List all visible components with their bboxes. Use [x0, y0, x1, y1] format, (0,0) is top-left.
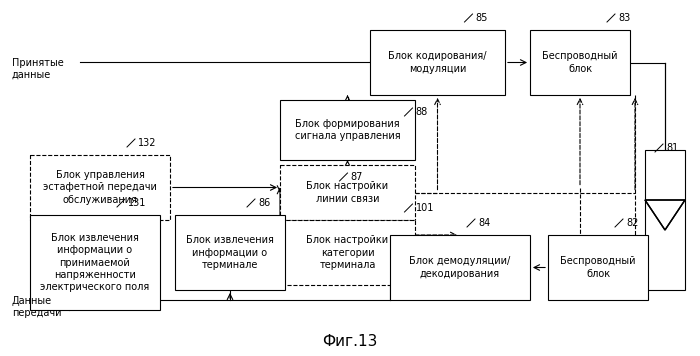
Bar	[175, 215, 285, 290]
Text: 81: 81	[666, 143, 678, 153]
Bar	[548, 235, 648, 300]
Text: Блок формирования
сигнала управления: Блок формирования сигнала управления	[295, 119, 400, 141]
Text: Блок управления
эстафетной передачи
обслуживания: Блок управления эстафетной передачи обсл…	[43, 170, 157, 205]
Text: 101: 101	[416, 203, 434, 213]
Text: 84: 84	[478, 218, 490, 228]
Text: 82: 82	[626, 218, 638, 228]
Text: Принятые
данные: Принятые данные	[12, 58, 64, 80]
Bar	[645, 150, 685, 290]
Text: 131: 131	[128, 198, 146, 208]
Bar	[280, 165, 415, 220]
Bar	[390, 235, 530, 300]
Text: 88: 88	[416, 107, 428, 117]
Text: 83: 83	[618, 13, 630, 23]
Text: Блок извлечения
информации о
терминале: Блок извлечения информации о терминале	[186, 235, 274, 270]
Bar	[370, 30, 505, 95]
Text: Блок демодуляции/
декодирования: Блок демодуляции/ декодирования	[410, 256, 510, 279]
Text: 132: 132	[138, 138, 157, 148]
Bar	[280, 220, 415, 285]
Text: Беспроводный
блок: Беспроводный блок	[560, 256, 636, 279]
Text: Блок извлечения
информации о
принимаемой
напряженности
электрического поля: Блок извлечения информации о принимаемой…	[41, 233, 150, 292]
Text: Данные
передачи: Данные передачи	[12, 296, 62, 318]
Text: 87: 87	[351, 172, 363, 182]
Text: Беспроводный
блок: Беспроводный блок	[542, 51, 617, 74]
Text: 86: 86	[258, 198, 270, 208]
Bar	[530, 30, 630, 95]
Text: Фиг.13: Фиг.13	[322, 334, 378, 349]
Text: Блок настройки
линии связи: Блок настройки линии связи	[307, 181, 389, 204]
Bar	[30, 215, 160, 310]
Text: Блок настройки
категории
терминала: Блок настройки категории терминала	[307, 235, 389, 270]
Bar	[280, 100, 415, 160]
Text: Блок кодирования/
модуляции: Блок кодирования/ модуляции	[389, 51, 486, 74]
Text: 85: 85	[475, 13, 488, 23]
Bar	[30, 155, 170, 220]
